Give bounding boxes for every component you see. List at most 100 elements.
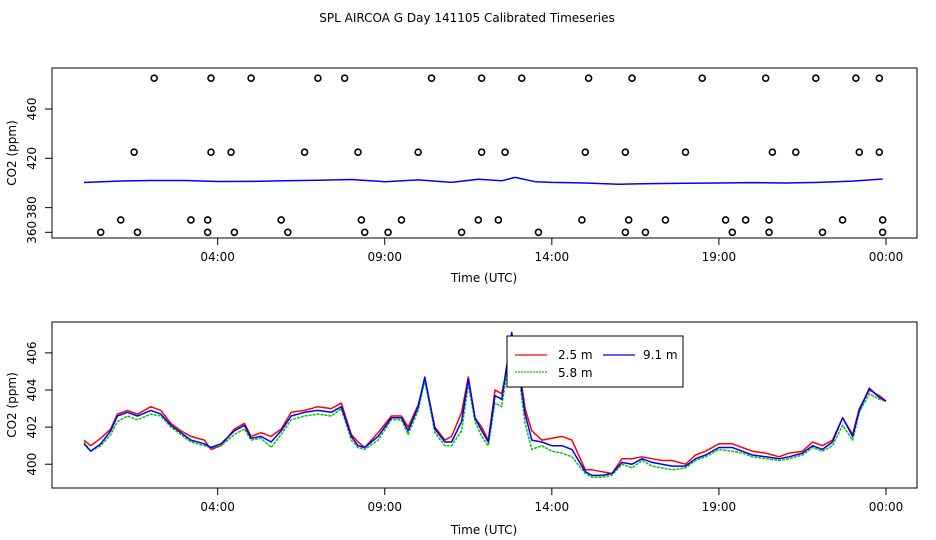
bottom-x-tick-label-14-00: 14:00 bbox=[535, 500, 570, 514]
top-series-line-mean bbox=[83, 176, 883, 185]
top-y-tick-label-360: 360 bbox=[25, 221, 39, 244]
calibration-point bbox=[203, 228, 212, 237]
calibration-point bbox=[477, 148, 486, 156]
calibration-point bbox=[765, 216, 773, 224]
top-x-tick-label-09-00: 09:00 bbox=[367, 250, 402, 264]
top-x-tick-label-04-00: 04:00 bbox=[200, 250, 235, 264]
top-plot-frame bbox=[51, 67, 918, 239]
bottom-x-tick-label-00-00: 00:00 bbox=[869, 500, 904, 514]
bottom-x-tick-label-04-00: 04:00 bbox=[200, 500, 235, 514]
calibration-point bbox=[96, 228, 105, 237]
top-panel: 04:00 09:00 14:00 19:00 00:00 360 380 420 460 T… bbox=[5, 67, 918, 285]
top-series-group bbox=[83, 176, 883, 185]
calibration-point bbox=[150, 74, 158, 82]
figure-title: SPL AIRCOA G Day 141105 Calibrated Times… bbox=[319, 11, 614, 25]
calibration-point bbox=[878, 216, 887, 224]
bottom-x-tick-label-19-00: 19:00 bbox=[702, 500, 737, 514]
top-x-tick-label-00-00: 00:00 bbox=[869, 250, 904, 264]
legend-label-2-5m: 2.5 m bbox=[558, 348, 593, 362]
calibration-point bbox=[187, 216, 195, 224]
calibration-point bbox=[721, 216, 730, 224]
top-x-tick-label-19-00: 19:00 bbox=[702, 250, 737, 264]
calibration-point bbox=[397, 216, 406, 224]
legend: 2.5 m 5.8 m 9.1 m bbox=[506, 335, 684, 388]
calibration-point bbox=[875, 148, 884, 156]
calibration-point bbox=[427, 74, 436, 82]
calibration-point bbox=[501, 148, 509, 156]
calibration-point bbox=[494, 216, 503, 224]
calibration-point bbox=[247, 74, 255, 82]
calibration-point bbox=[116, 216, 125, 224]
top-y-tick-label-420: 420 bbox=[25, 147, 39, 170]
calibration-point bbox=[761, 74, 770, 82]
top-y-tick-label-460: 460 bbox=[25, 98, 39, 121]
legend-box bbox=[506, 335, 684, 388]
calibration-point bbox=[628, 74, 636, 82]
calibration-point bbox=[878, 228, 887, 237]
bottom-plot-frame bbox=[51, 321, 918, 489]
calibration-point bbox=[474, 216, 483, 224]
calibration-point bbox=[875, 74, 884, 82]
calibration-point bbox=[641, 228, 650, 237]
bottom-y-tick-label-400: 400 bbox=[25, 453, 39, 476]
calibration-point bbox=[384, 228, 392, 237]
top-x-axis-label: Time (UTC) bbox=[450, 271, 517, 285]
bottom-y-axis-label: CO2 (ppm) bbox=[5, 372, 19, 438]
calibration-point bbox=[314, 74, 322, 82]
calibration-point bbox=[812, 74, 820, 82]
bottom-y-tick-label-406: 406 bbox=[25, 341, 39, 364]
calibration-point bbox=[534, 228, 543, 237]
bottom-x-axis: 04:00 09:00 14:00 19:00 00:00 bbox=[200, 488, 903, 514]
calibration-point bbox=[340, 74, 349, 82]
calibration-point bbox=[741, 216, 750, 224]
calibration-point bbox=[277, 216, 285, 224]
calibration-point bbox=[300, 148, 309, 156]
bottom-y-axis: 400 402 404 406 bbox=[25, 341, 52, 476]
top-x-axis: 04:00 09:00 14:00 19:00 00:00 bbox=[200, 238, 903, 264]
calibration-point bbox=[728, 228, 737, 237]
legend-label-5-8m: 5.8 m bbox=[558, 366, 593, 380]
top-y-axis-label: CO2 (ppm) bbox=[5, 120, 19, 186]
calibration-point bbox=[584, 74, 593, 82]
bottom-series-line-2-5-m bbox=[83, 344, 887, 475]
calibration-point bbox=[855, 148, 864, 156]
calibration-point bbox=[838, 216, 847, 224]
calibration-point bbox=[621, 228, 630, 237]
calibration-point bbox=[698, 74, 707, 82]
bottom-series-line-5-8-m bbox=[83, 341, 887, 478]
calibration-point bbox=[207, 74, 215, 82]
calibration-point bbox=[133, 228, 142, 237]
bottom-series-group bbox=[83, 331, 887, 478]
calibration-point bbox=[581, 148, 590, 156]
calibration-point bbox=[818, 228, 827, 237]
top-x-tick-label-14-00: 14:00 bbox=[535, 250, 570, 264]
bottom-series-line-9-1-m bbox=[83, 331, 887, 477]
bottom-x-axis-label: Time (UTC) bbox=[450, 523, 517, 537]
bottom-x-tick-label-09-00: 09:00 bbox=[367, 500, 402, 514]
calibration-point bbox=[414, 148, 422, 156]
calibration-point bbox=[681, 148, 690, 156]
calibration-point bbox=[852, 74, 860, 82]
calibration-point bbox=[765, 228, 773, 237]
bottom-panel: 04:00 09:00 14:00 19:00 00:00 400 402 404 406 T… bbox=[5, 321, 918, 537]
calibration-point bbox=[517, 74, 526, 82]
legend-label-9-1m: 9.1 m bbox=[643, 348, 678, 362]
top-y-axis: 360 380 420 460 bbox=[25, 98, 52, 244]
calibration-point bbox=[360, 228, 369, 237]
calibration-point bbox=[457, 228, 466, 237]
bottom-y-tick-label-402: 402 bbox=[25, 416, 39, 439]
calibration-point bbox=[621, 148, 630, 156]
calibration-point bbox=[227, 148, 235, 156]
calibration-point bbox=[203, 216, 212, 224]
calibration-point bbox=[624, 216, 633, 224]
calibration-point bbox=[354, 148, 362, 156]
bottom-y-tick-label-404: 404 bbox=[25, 379, 39, 402]
calibration-point bbox=[357, 216, 366, 224]
top-y-tick-label-380: 380 bbox=[25, 196, 39, 219]
calibration-point bbox=[768, 148, 777, 156]
top-calibration-points bbox=[96, 74, 887, 237]
calibration-point bbox=[130, 148, 138, 156]
calibration-point bbox=[661, 216, 670, 224]
calibration-point bbox=[477, 74, 486, 82]
